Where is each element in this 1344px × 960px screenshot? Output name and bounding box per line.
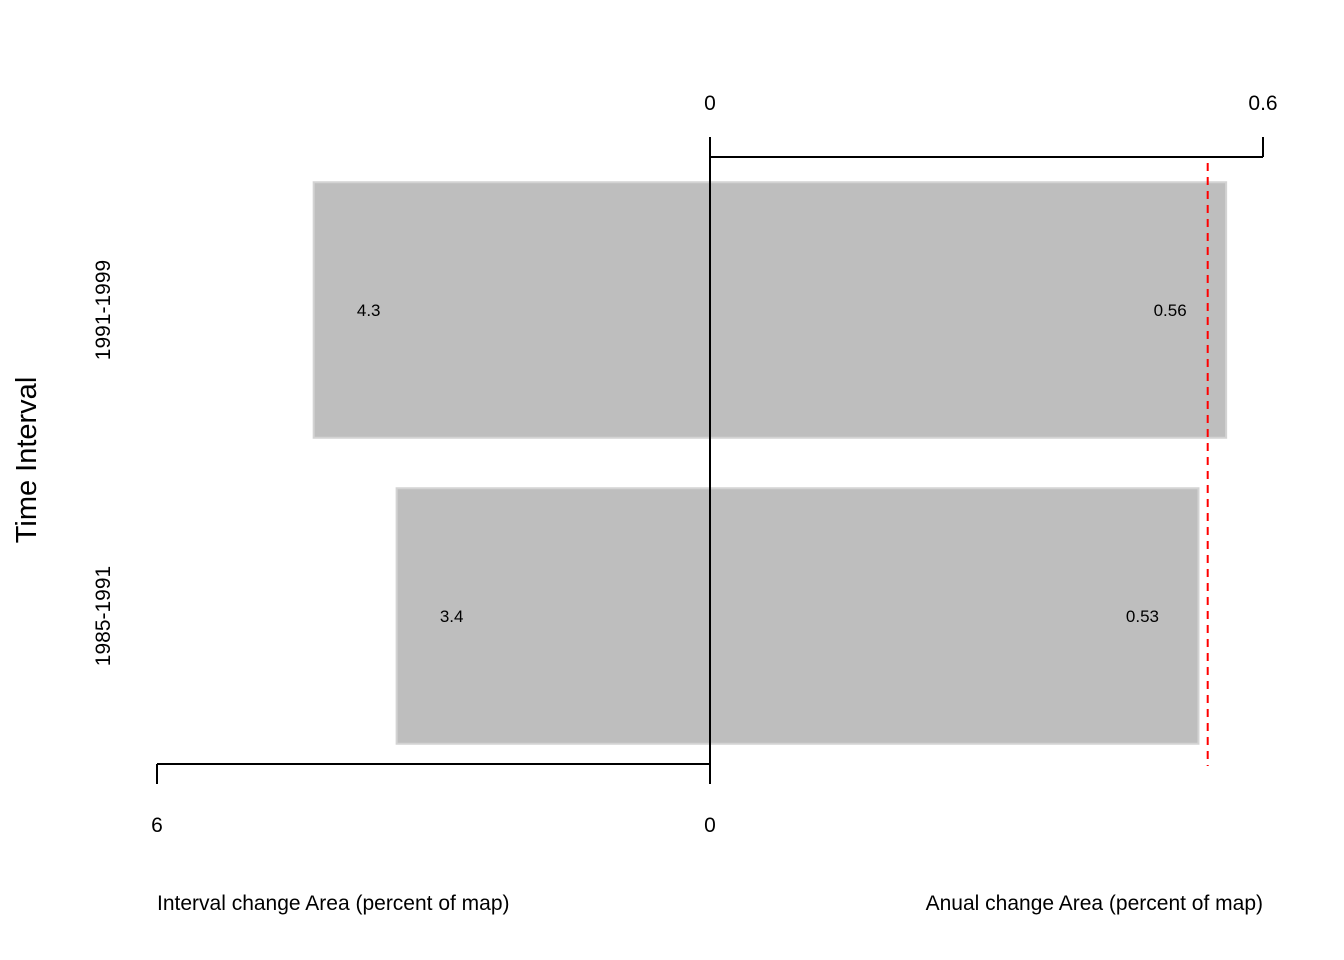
- annual-value-label: 0.53: [1126, 607, 1159, 626]
- y-axis-title: Time Interval: [11, 377, 43, 544]
- interval-tick-label: 0: [704, 814, 716, 837]
- annual-value-label: 0.56: [1154, 301, 1187, 320]
- annual-tick-label: 0: [704, 92, 716, 115]
- interval-axis-title: Interval change Area (percent of map): [157, 892, 510, 915]
- interval-bar-1985-1991: [395, 487, 711, 745]
- annual-bar-1991-1999: [709, 181, 1228, 439]
- labels-layer: 3.4 0.53 1985-1991 4.3 0.56 1991-1999 0 0.6 6 0 In…: [11, 92, 1278, 915]
- annual-tick-label: 0.6: [1248, 92, 1277, 115]
- interval-value-label: 3.4: [440, 607, 464, 626]
- interval-value-label: 4.3: [357, 301, 381, 320]
- category-label: 1985-1991: [92, 566, 115, 666]
- interval-bar-1991-1999: [312, 181, 711, 439]
- annual-bar-1985-1991: [709, 487, 1200, 745]
- axes-layer: [156, 137, 1264, 784]
- bars-layer: [312, 181, 1228, 745]
- category-label: 1991-1999: [92, 260, 115, 360]
- annual-axis-title: Anual change Area (percent of map): [926, 892, 1263, 915]
- interval-tick-label: 6: [151, 814, 163, 837]
